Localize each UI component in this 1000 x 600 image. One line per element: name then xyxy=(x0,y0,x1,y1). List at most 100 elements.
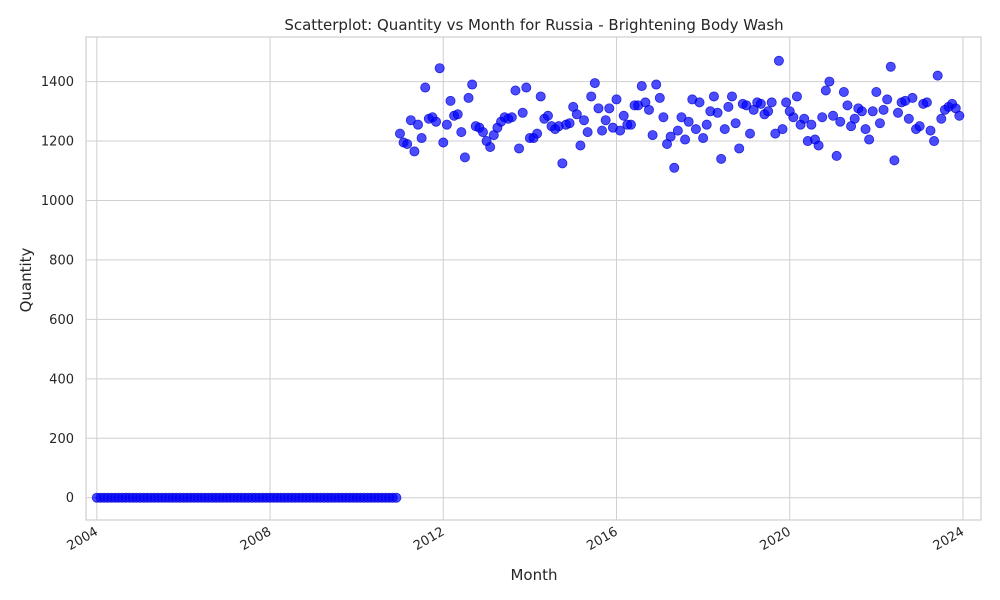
data-point xyxy=(589,78,600,89)
data-point xyxy=(824,76,835,87)
data-point xyxy=(409,146,420,157)
data-point xyxy=(929,136,940,147)
data-point xyxy=(564,118,575,129)
data-point xyxy=(391,492,402,503)
data-points xyxy=(91,55,965,503)
data-point xyxy=(485,141,496,152)
data-point xyxy=(806,119,817,130)
data-point xyxy=(680,134,691,145)
data-point xyxy=(860,124,871,135)
data-point xyxy=(882,94,893,105)
data-point xyxy=(889,155,900,166)
data-point xyxy=(604,103,615,114)
data-point xyxy=(903,113,914,124)
data-point xyxy=(907,92,918,103)
data-point xyxy=(871,86,882,97)
data-point xyxy=(575,140,586,151)
plot-frame xyxy=(85,36,982,521)
data-point xyxy=(669,162,680,173)
data-point xyxy=(643,104,654,115)
data-point xyxy=(463,92,474,103)
y-tick-label: 0 xyxy=(66,491,74,506)
data-point xyxy=(773,55,784,66)
data-point xyxy=(932,70,943,81)
data-point xyxy=(690,124,701,135)
data-point xyxy=(770,128,781,139)
data-point xyxy=(781,97,792,108)
data-point xyxy=(510,85,521,96)
data-point xyxy=(434,63,445,74)
data-point xyxy=(665,131,676,142)
data-point xyxy=(405,115,416,126)
data-point xyxy=(701,119,712,130)
y-axis-label: Quantity xyxy=(17,247,35,312)
data-point xyxy=(831,150,842,161)
data-point xyxy=(467,79,478,90)
data-point xyxy=(734,143,745,154)
data-point xyxy=(694,97,705,108)
y-tick-label: 400 xyxy=(49,372,74,387)
data-point xyxy=(586,91,597,102)
data-point xyxy=(874,118,885,129)
data-point xyxy=(456,127,467,138)
data-point xyxy=(820,85,831,96)
data-point xyxy=(712,107,723,118)
data-point xyxy=(856,106,867,117)
data-point xyxy=(593,103,604,114)
data-point xyxy=(521,82,532,93)
data-point xyxy=(452,109,463,120)
data-point xyxy=(755,98,766,109)
y-tick-label: 200 xyxy=(49,432,74,447)
data-point xyxy=(719,124,730,135)
data-point xyxy=(416,133,427,144)
data-point xyxy=(420,82,431,93)
data-point xyxy=(885,61,896,72)
data-point xyxy=(647,130,658,141)
data-point xyxy=(921,97,932,108)
data-point xyxy=(654,92,665,103)
y-tick-label: 600 xyxy=(49,313,74,328)
data-point xyxy=(741,100,752,111)
data-point xyxy=(571,109,582,120)
data-point xyxy=(838,86,849,97)
data-point xyxy=(799,113,810,124)
data-point xyxy=(611,94,622,105)
data-point xyxy=(535,91,546,102)
data-point xyxy=(835,116,846,127)
data-point xyxy=(477,127,488,138)
data-point xyxy=(517,107,528,118)
data-point xyxy=(445,95,456,106)
data-point xyxy=(413,119,424,130)
y-tick-label: 1400 xyxy=(41,75,74,90)
data-point xyxy=(514,143,525,154)
data-point xyxy=(925,125,936,136)
data-point xyxy=(777,124,788,135)
data-point xyxy=(459,152,470,163)
data-point xyxy=(615,125,626,136)
data-point xyxy=(683,116,694,127)
data-point xyxy=(658,112,669,123)
y-tick-labels: 0 200 400 600 800 1000 1200 1400 xyxy=(41,75,74,506)
data-point xyxy=(893,107,904,118)
data-point xyxy=(532,128,543,139)
data-point xyxy=(716,153,727,164)
data-point xyxy=(431,116,442,127)
x-axis-label: Month xyxy=(510,566,557,584)
data-point xyxy=(625,119,636,130)
data-point xyxy=(766,97,777,108)
data-point xyxy=(763,106,774,117)
data-point xyxy=(878,104,889,115)
y-tick-label: 800 xyxy=(49,253,74,268)
data-point xyxy=(600,115,611,126)
data-point xyxy=(542,110,553,121)
data-point xyxy=(402,138,413,149)
chart-title: Scatterplot: Quantity vs Month for Russi… xyxy=(284,16,783,34)
data-point xyxy=(828,110,839,121)
data-point xyxy=(672,125,683,136)
data-point xyxy=(651,79,662,90)
data-point xyxy=(849,113,860,124)
data-point xyxy=(867,106,878,117)
data-point xyxy=(791,91,802,102)
